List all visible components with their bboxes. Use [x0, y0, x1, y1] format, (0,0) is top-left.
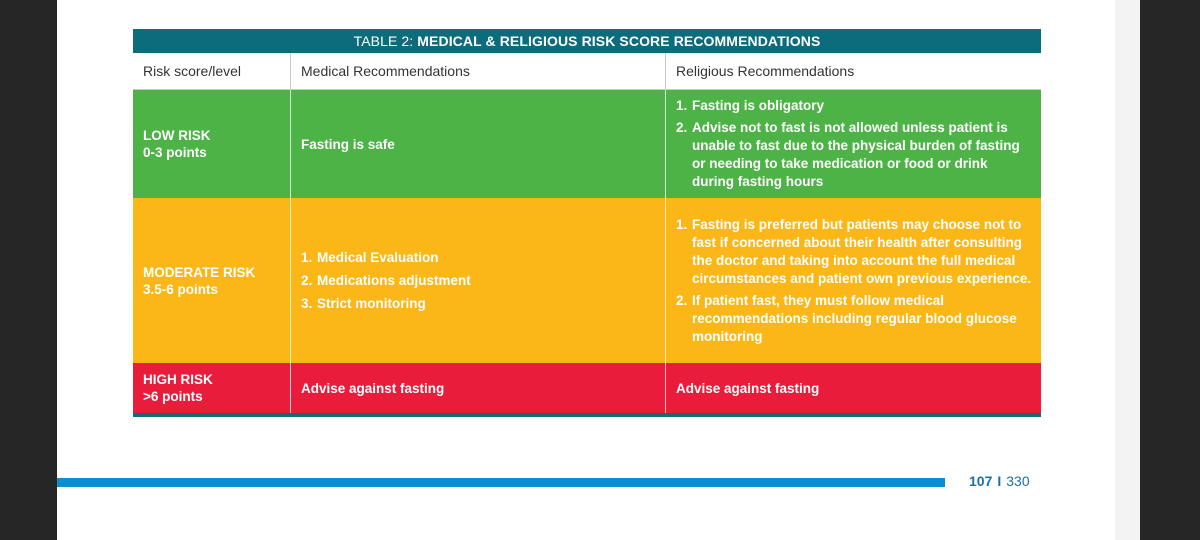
- list-text: Medications adjustment: [317, 272, 471, 288]
- table-row-low-risk: LOW RISK 0-3 points Fasting is safe 1. F…: [133, 90, 1041, 198]
- risk-level-points: >6 points: [143, 389, 203, 404]
- table-row-high-risk: HIGH RISK >6 points Advise against fasti…: [133, 363, 1041, 413]
- religious-cell: Advise against fasting: [665, 363, 1041, 413]
- list-number: 2.: [676, 292, 688, 308]
- table-title-main: MEDICAL & RELIGIOUS RISK SCORE RECOMMEND…: [417, 33, 821, 49]
- religious-text: Advise against fasting: [676, 380, 820, 396]
- list-text: Medical Evaluation: [317, 249, 439, 265]
- page-total: 330: [1006, 473, 1030, 489]
- list-number: 1.: [676, 216, 688, 232]
- list-item: 2. Medications adjustment: [301, 272, 657, 290]
- list-number: 3.: [301, 295, 313, 311]
- page-current: 107: [969, 473, 993, 489]
- list-number: 2.: [676, 120, 688, 135]
- medical-text: Advise against fasting: [301, 380, 445, 396]
- list-text: Advise not to fast is not allowed unless…: [692, 120, 1020, 189]
- list-item: 1. Fasting is preferred but patients may…: [676, 216, 1033, 288]
- medical-list: 1. Medical Evaluation 2. Medications adj…: [301, 249, 657, 313]
- page-number: 107 I 330: [969, 473, 1030, 489]
- list-number: 1.: [301, 249, 313, 265]
- risk-level-name: HIGH RISK: [143, 372, 213, 387]
- table-row-moderate-risk: MODERATE RISK 3.5-6 points 1. Medical Ev…: [133, 198, 1041, 363]
- religious-list: 1. Fasting is preferred but patients may…: [676, 216, 1033, 346]
- risk-level-points: 3.5-6 points: [143, 281, 219, 297]
- header-risk-score: Risk score/level: [143, 63, 242, 79]
- risk-level-points: 0-3 points: [143, 145, 207, 160]
- table-title-prefix: TABLE 2:: [353, 33, 414, 49]
- table-bottom-rule: [133, 413, 1041, 417]
- list-number: 2.: [301, 272, 313, 288]
- religious-cell: 1. Fasting is obligatory 2. Advise not t…: [665, 90, 1041, 198]
- header-medical: Medical Recommendations: [290, 53, 665, 89]
- list-text: If patient fast, they must follow medica…: [692, 292, 1017, 344]
- table-header-row: Risk score/level Medical Recommendations…: [133, 53, 1041, 90]
- risk-level-cell: HIGH RISK >6 points: [133, 363, 290, 413]
- list-item: 1. Fasting is obligatory: [676, 97, 1033, 115]
- list-text: Strict monitoring: [317, 295, 426, 311]
- list-text: Fasting is preferred but patients may ch…: [692, 216, 1032, 286]
- list-number: 1.: [676, 98, 688, 113]
- list-text: Fasting is obligatory: [692, 98, 825, 113]
- religious-list: 1. Fasting is obligatory 2. Advise not t…: [676, 97, 1033, 191]
- religious-cell: 1. Fasting is preferred but patients may…: [665, 198, 1041, 363]
- footer-bar: [57, 478, 945, 487]
- page-separator: I: [997, 473, 1002, 489]
- list-item: 3. Strict monitoring: [301, 295, 657, 313]
- list-item: 2. If patient fast, they must follow med…: [676, 292, 1033, 346]
- risk-level-cell: MODERATE RISK 3.5-6 points: [133, 198, 290, 363]
- table-title: TABLE 2: MEDICAL & RELIGIOUS RISK SCORE …: [133, 29, 1041, 53]
- list-item: 2. Advise not to fast is not allowed unl…: [676, 119, 1033, 191]
- viewer-margin: [1115, 0, 1140, 540]
- risk-score-table: TABLE 2: MEDICAL & RELIGIOUS RISK SCORE …: [133, 29, 1041, 417]
- risk-level-cell: LOW RISK 0-3 points: [133, 90, 290, 198]
- medical-text: Fasting is safe: [301, 136, 395, 152]
- document-page: TABLE 2: MEDICAL & RELIGIOUS RISK SCORE …: [57, 0, 1115, 540]
- medical-cell: Advise against fasting: [290, 363, 665, 413]
- risk-level-name: MODERATE RISK: [143, 264, 256, 280]
- header-religious: Religious Recommendations: [665, 53, 1041, 89]
- medical-cell: 1. Medical Evaluation 2. Medications adj…: [290, 198, 665, 363]
- medical-cell: Fasting is safe: [290, 90, 665, 198]
- list-item: 1. Medical Evaluation: [301, 249, 657, 267]
- risk-level-name: LOW RISK: [143, 128, 211, 143]
